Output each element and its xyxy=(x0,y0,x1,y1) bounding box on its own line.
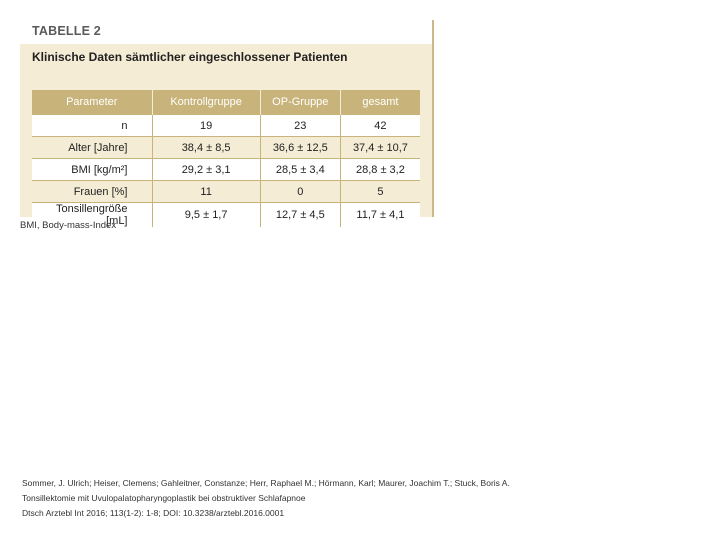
table-row: BMI [kg/m²] 29,2 ± 3,1 28,5 ± 3,4 28,8 ±… xyxy=(32,158,420,181)
table-label-bar: TABELLE 2 xyxy=(20,20,432,44)
cell-kontrollgruppe: 9,5 ± 1,7 xyxy=(152,202,261,227)
cell-op-gruppe: 12,7 ± 4,5 xyxy=(260,202,341,227)
cell-op-gruppe: 28,5 ± 3,4 xyxy=(260,158,341,181)
header-op-gruppe: OP-Gruppe xyxy=(260,90,341,115)
table-caption: Klinische Daten sämtlicher eingeschlosse… xyxy=(32,50,348,64)
citation-journal: Dtsch Arztebl Int 2016; 113(1-2): 1-8; D… xyxy=(22,508,285,518)
table-row: n 19 23 42 xyxy=(32,114,420,137)
cell-kontrollgruppe: 11 xyxy=(152,180,261,203)
cell-kontrollgruppe: 38,4 ± 8,5 xyxy=(152,136,261,159)
cell-op-gruppe: 0 xyxy=(260,180,341,203)
cell-gesamt: 37,4 ± 10,7 xyxy=(340,136,420,159)
cell-parameter: Tonsillengröße [mL] xyxy=(32,202,153,227)
cell-gesamt: 42 xyxy=(340,114,420,137)
header-parameter: Parameter xyxy=(32,90,153,115)
citation-title: Tonsillektomie mit Uvulopalatopharyngopl… xyxy=(22,493,306,503)
cell-gesamt: 28,8 ± 3,2 xyxy=(340,158,420,181)
table-row: Alter [Jahre] 38,4 ± 8,5 36,6 ± 12,5 37,… xyxy=(32,136,420,159)
header-kontrollgruppe: Kontrollgruppe xyxy=(152,90,261,115)
table-row: Tonsillengröße [mL] 9,5 ± 1,7 12,7 ± 4,5… xyxy=(32,202,420,227)
header-gesamt: gesamt xyxy=(340,90,420,115)
table-row: Frauen [%] 11 0 5 xyxy=(32,180,420,203)
cell-parameter: n xyxy=(32,114,153,137)
cell-gesamt: 11,7 ± 4,1 xyxy=(340,202,420,227)
table-footnote: BMI, Body-mass-Index xyxy=(20,220,117,231)
cell-parameter: Frauen [%] xyxy=(32,180,153,203)
clinical-data-table: Parameter Kontrollgruppe OP-Gruppe gesam… xyxy=(32,90,420,227)
cell-parameter: Alter [Jahre] xyxy=(32,136,153,159)
cell-kontrollgruppe: 19 xyxy=(152,114,261,137)
citation-authors: Sommer, J. Ulrich; Heiser, Clemens; Gahl… xyxy=(22,478,510,488)
cell-op-gruppe: 36,6 ± 12,5 xyxy=(260,136,341,159)
table-label: TABELLE 2 xyxy=(32,24,101,38)
table-header-row: Parameter Kontrollgruppe OP-Gruppe gesam… xyxy=(32,90,420,115)
cell-kontrollgruppe: 29,2 ± 3,1 xyxy=(152,158,261,181)
citation-block: Sommer, J. Ulrich; Heiser, Clemens; Gahl… xyxy=(22,476,510,521)
cell-gesamt: 5 xyxy=(340,180,420,203)
cell-parameter: BMI [kg/m²] xyxy=(32,158,153,181)
table-figure: TABELLE 2 Klinische Daten sämtlicher ein… xyxy=(20,20,434,227)
cell-op-gruppe: 23 xyxy=(260,114,341,137)
